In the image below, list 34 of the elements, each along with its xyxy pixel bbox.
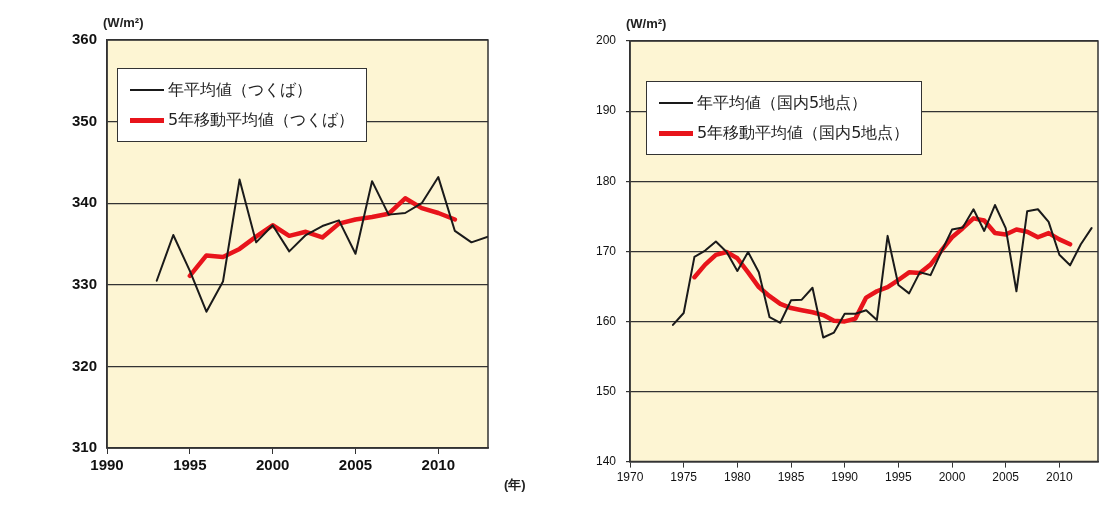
x-tick-label: 1985 [777, 470, 805, 485]
y-tick-label: 310 [72, 438, 98, 456]
x-tick-label: 1990 [90, 456, 124, 474]
y-tick-label: 340 [72, 193, 98, 211]
y-tick-label: 180 [595, 173, 617, 188]
legend-label: 年平均値（国内5地点） [697, 92, 868, 114]
y-tick-label: 140 [595, 453, 617, 468]
x-tick-label: 2010 [1046, 470, 1074, 485]
x-tick-label: 1995 [885, 470, 913, 485]
y-tick-label: 170 [595, 243, 617, 258]
x-tick-label: 2005 [338, 456, 373, 474]
y-axis-title: (W/m²) [103, 15, 144, 31]
x-tick-label: 2010 [421, 456, 455, 474]
y-tick-label: 320 [72, 356, 98, 374]
y-axis-title: (W/m²) [626, 16, 667, 32]
y-tick-label: 150 [595, 383, 617, 398]
x-tick-label: 1970 [616, 470, 644, 485]
x-tick-label: 2000 [938, 470, 966, 485]
x-axis-title: (年) [504, 477, 526, 493]
y-tick-label: 350 [72, 111, 98, 129]
legend-label: 5年移動平均値（国内5地点） [697, 122, 910, 144]
x-tick-label: 1995 [173, 456, 207, 474]
x-tick-label: 2000 [255, 456, 290, 474]
y-tick-label: 160 [595, 313, 617, 328]
x-tick-label: 1975 [670, 470, 698, 485]
legend-label: 5年移動平均値（つくば） [168, 109, 355, 131]
y-tick-label: 330 [72, 274, 98, 292]
y-tick-label: 190 [595, 103, 617, 118]
y-tick-label: 200 [595, 33, 617, 48]
legend-label: 年平均値（つくば） [168, 79, 313, 101]
x-tick-label: 2005 [992, 470, 1020, 485]
x-tick-label: 1990 [831, 470, 859, 485]
x-tick-label: 1980 [724, 470, 752, 485]
y-tick-label: 360 [72, 30, 98, 48]
